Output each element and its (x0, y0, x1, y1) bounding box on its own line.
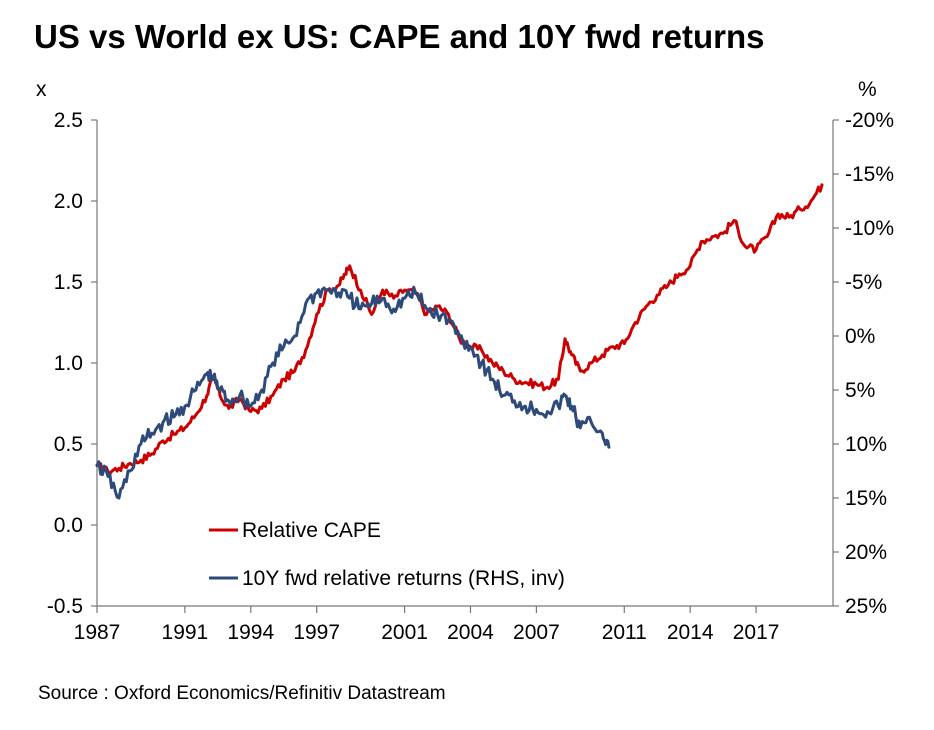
source-note: Source : Oxford Economics/Refinitiv Data… (38, 683, 446, 704)
right-tick-label: -5% (845, 271, 882, 294)
right-tick-label: -10% (845, 217, 894, 240)
right-tick-label: 20% (845, 541, 887, 564)
left-tick-label: 0.5 (54, 433, 83, 456)
legend-label-relative-cape: Relative CAPE (242, 519, 381, 542)
right-tick-label: 10% (845, 433, 887, 456)
left-tick-label: 1.0 (54, 352, 83, 375)
left-tick-label: -0.5 (47, 595, 83, 618)
x-tick-label: 2004 (447, 621, 494, 644)
left-tick-label: 2.0 (54, 190, 83, 213)
series-line-relative-cape (95, 183, 824, 476)
right-tick-label: 15% (845, 487, 887, 510)
x-tick-label: 2001 (381, 621, 428, 644)
left-tick-label: 2.5 (54, 109, 83, 132)
right-axis-unit-label: % (858, 78, 877, 101)
right-tick-label: -15% (845, 163, 894, 186)
right-tick-label: 0% (845, 325, 875, 348)
right-tick-label: -20% (845, 109, 894, 132)
left-axis: -0.5 0.0 0.5 1.0 1.5 2.0 2.5 (47, 109, 98, 618)
chart-title: US vs World ex US: CAPE and 10Y fwd retu… (34, 18, 765, 55)
left-tick-label: 1.5 (54, 271, 83, 294)
x-tick-label: 2011 (602, 621, 647, 644)
legend: Relative CAPE 10Y fwd relative returns (… (209, 519, 565, 590)
x-tick-label: 2017 (733, 621, 780, 644)
x-tick-label: 2007 (513, 621, 560, 644)
right-axis: 25% 20% 15% 10% 5% 0% -5% -10% -15% -20% (832, 109, 894, 618)
legend-label-10y-fwd-returns: 10Y fwd relative returns (RHS, inv) (242, 567, 565, 590)
right-tick-label: 25% (845, 595, 887, 618)
series-layer (95, 183, 824, 500)
x-tick-label: 1991 (162, 621, 209, 644)
left-tick-label: 0.0 (54, 514, 83, 537)
left-axis-unit-label: x (36, 78, 47, 101)
x-tick-label: 1997 (293, 621, 340, 644)
x-axis: 1987 1991 1994 1997 2001 2004 2007 2011 2014 2017 (74, 605, 833, 644)
x-tick-label: 1987 (74, 621, 121, 644)
right-tick-label: 5% (845, 379, 875, 402)
x-tick-label: 1994 (227, 621, 274, 644)
x-tick-label: 2014 (667, 621, 714, 644)
series-line-10y-fwd-returns (95, 285, 611, 500)
